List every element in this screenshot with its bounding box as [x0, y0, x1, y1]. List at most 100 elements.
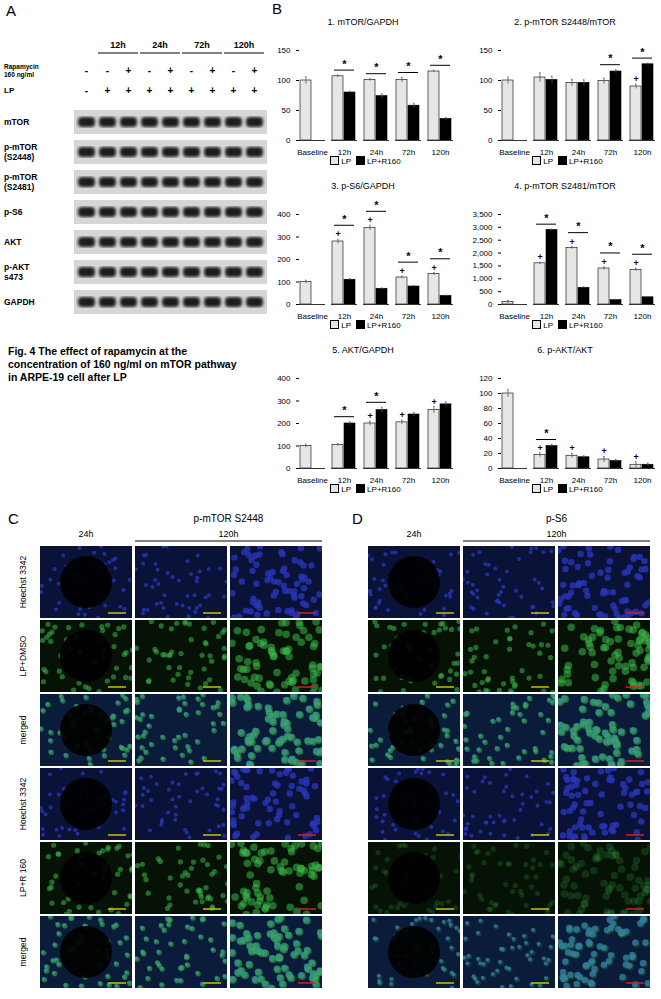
svg-text:-: - — [232, 65, 235, 76]
svg-text:Baseline: Baseline — [297, 476, 328, 485]
svg-text:0: 0 — [286, 464, 291, 473]
svg-text:100: 100 — [277, 278, 291, 287]
svg-text:12h: 12h — [338, 148, 351, 157]
svg-text:120h: 120h — [432, 312, 450, 321]
svg-text:+: + — [431, 397, 436, 407]
svg-text:merged: merged — [18, 715, 28, 744]
svg-text:p-S6: p-S6 — [546, 513, 568, 524]
svg-text:1,000: 1,000 — [472, 274, 493, 283]
svg-text:Baseline: Baseline — [499, 476, 530, 485]
svg-text:2,500: 2,500 — [472, 236, 493, 245]
svg-text:AKT: AKT — [4, 237, 22, 247]
svg-text:*: * — [544, 427, 549, 439]
svg-text:+: + — [335, 229, 340, 239]
svg-text:+: + — [126, 65, 132, 76]
svg-text:merged: merged — [18, 937, 28, 966]
svg-text:120h: 120h — [432, 476, 450, 485]
svg-text:*: * — [406, 60, 411, 72]
svg-text:+: + — [431, 263, 436, 273]
svg-text:12h: 12h — [338, 312, 351, 321]
svg-text:12h: 12h — [540, 312, 553, 321]
svg-text:p-S6: p-S6 — [4, 207, 23, 217]
svg-text:40: 40 — [484, 434, 493, 443]
svg-text:200: 200 — [277, 419, 291, 428]
svg-text:+: + — [168, 85, 174, 96]
svg-text:80: 80 — [484, 404, 493, 413]
svg-text:0: 0 — [488, 300, 493, 309]
svg-text:p-mTOR: p-mTOR — [4, 172, 37, 182]
svg-text:12h: 12h — [110, 40, 126, 50]
svg-text:*: * — [342, 58, 347, 70]
svg-text:160 ng/ml: 160 ng/ml — [4, 71, 34, 79]
svg-text:+: + — [147, 85, 153, 96]
svg-text:20: 20 — [484, 449, 493, 458]
svg-text:3,500: 3,500 — [472, 210, 493, 219]
svg-text:300: 300 — [277, 397, 291, 406]
svg-text:72h: 72h — [604, 312, 617, 321]
svg-text:+: + — [367, 411, 372, 421]
svg-text:+: + — [367, 215, 372, 225]
svg-text:300: 300 — [277, 233, 291, 242]
svg-text:*: * — [608, 240, 613, 252]
svg-text:120h: 120h — [432, 148, 450, 157]
svg-text:*: * — [608, 52, 613, 64]
svg-text:Baseline: Baseline — [499, 148, 530, 157]
svg-text:72h: 72h — [402, 148, 415, 157]
svg-text:3,000: 3,000 — [472, 223, 493, 232]
svg-text:120: 120 — [479, 374, 493, 383]
svg-text:150: 150 — [479, 46, 493, 55]
svg-text:-: - — [190, 65, 193, 76]
svg-text:24h: 24h — [572, 148, 585, 157]
svg-text:+: + — [569, 237, 574, 247]
svg-text:72h: 72h — [402, 476, 415, 485]
svg-text:*: * — [640, 242, 645, 254]
svg-text:400: 400 — [277, 374, 291, 383]
svg-text:+: + — [189, 85, 195, 96]
svg-text:*: * — [374, 61, 379, 73]
svg-text:+: + — [399, 410, 404, 420]
svg-text:*: * — [374, 390, 379, 402]
svg-text:mTOR: mTOR — [4, 117, 29, 127]
svg-text:50: 50 — [484, 106, 493, 115]
svg-text:0: 0 — [286, 136, 291, 145]
svg-text:+: + — [252, 85, 258, 96]
svg-text:LP+DMSO: LP+DMSO — [18, 635, 28, 676]
svg-text:+: + — [168, 65, 174, 76]
svg-text:100: 100 — [277, 442, 291, 451]
svg-text:p-AKT: p-AKT — [4, 262, 30, 272]
svg-text:+: + — [601, 257, 606, 267]
svg-text:150: 150 — [277, 46, 291, 55]
svg-text:*: * — [438, 246, 443, 258]
svg-text:24h: 24h — [370, 148, 383, 157]
svg-text:LP: LP — [4, 86, 15, 95]
svg-text:*: * — [640, 46, 645, 58]
svg-text:120h: 120h — [634, 312, 652, 321]
svg-text:24h: 24h — [152, 40, 168, 50]
svg-text:C: C — [8, 510, 19, 527]
svg-text:+: + — [633, 74, 638, 84]
svg-text:Baseline: Baseline — [499, 312, 530, 321]
svg-text:A: A — [6, 2, 16, 19]
svg-text:72h: 72h — [604, 476, 617, 485]
svg-text:(S2448): (S2448) — [4, 152, 34, 162]
svg-text:24h: 24h — [370, 476, 383, 485]
svg-text:*: * — [342, 213, 347, 225]
svg-text:72h: 72h — [604, 148, 617, 157]
svg-text:-: - — [106, 65, 109, 76]
svg-text:Baseline: Baseline — [297, 312, 328, 321]
svg-text:72h: 72h — [194, 40, 210, 50]
svg-text:500: 500 — [479, 287, 493, 296]
svg-text:24h: 24h — [406, 529, 421, 539]
svg-text:1,500: 1,500 — [472, 261, 493, 270]
svg-text:p-mTOR S2448: p-mTOR S2448 — [194, 513, 264, 524]
svg-text:s473: s473 — [4, 272, 23, 282]
svg-text:0: 0 — [286, 300, 291, 309]
svg-text:60: 60 — [484, 419, 493, 428]
svg-text:12h: 12h — [540, 148, 553, 157]
svg-text:50: 50 — [282, 106, 291, 115]
svg-text:Baseline: Baseline — [297, 148, 328, 157]
svg-text:2,000: 2,000 — [472, 249, 493, 258]
svg-text:*: * — [374, 199, 379, 211]
svg-text:Hoechst 3342: Hoechst 3342 — [18, 778, 28, 831]
svg-text:+: + — [105, 85, 111, 96]
